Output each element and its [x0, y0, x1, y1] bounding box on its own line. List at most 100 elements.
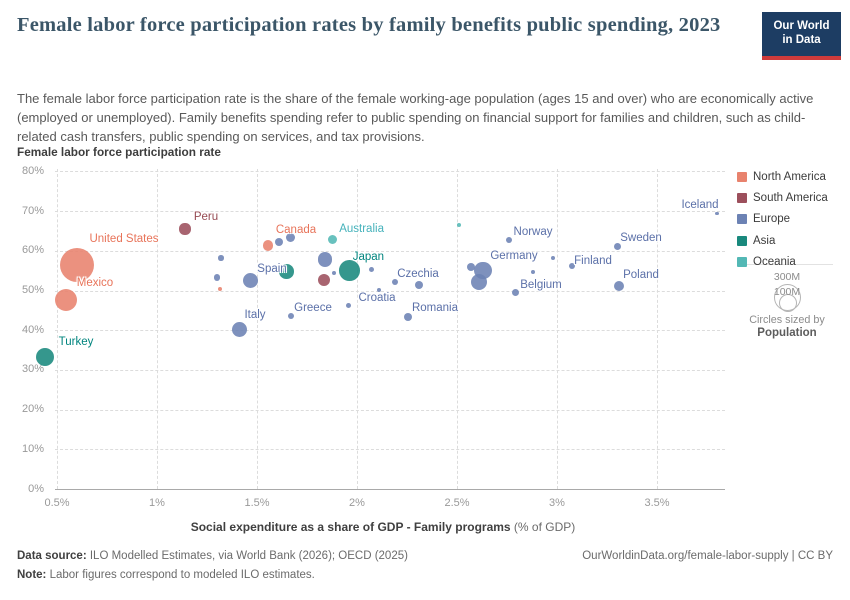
x-tick-label: 1.5% — [244, 497, 270, 509]
data-point-united-states[interactable] — [60, 247, 94, 282]
x-tick-label: 3.5% — [644, 497, 670, 509]
gridline-x — [357, 169, 358, 489]
owid-link[interactable]: OurWorldinData.org/female-labor-supply |… — [582, 550, 833, 562]
gridline-y — [55, 211, 725, 213]
data-point-unlabeled[interactable] — [213, 274, 221, 282]
x-tick-label: 2.5% — [444, 497, 470, 509]
y-tick-label: 20% — [21, 403, 44, 416]
legend-item-asia[interactable]: Asia — [737, 230, 828, 251]
legend-swatch — [737, 171, 747, 182]
gridline-y — [55, 250, 725, 252]
data-point-unlabeled[interactable] — [317, 251, 333, 267]
page-title: Female labor force participation rates b… — [17, 14, 721, 36]
country-label-belgium[interactable]: Belgium — [520, 278, 562, 291]
gridline-y — [55, 330, 725, 332]
y-tick-label: 60% — [21, 244, 44, 257]
country-label-australia[interactable]: Australia — [339, 222, 384, 235]
size-legend-caption: Circles sized by — [749, 314, 825, 326]
country-label-croatia[interactable]: Croatia — [358, 291, 396, 304]
data-point-unlabeled[interactable] — [275, 237, 283, 246]
x-axis-line — [55, 489, 725, 490]
data-point-unlabeled[interactable] — [317, 274, 331, 287]
legend-item-north-america[interactable]: North America — [737, 166, 828, 187]
y-tick-label: 10% — [21, 442, 44, 455]
x-tick-label: 0.5% — [44, 497, 70, 509]
data-point-romania[interactable] — [403, 312, 413, 322]
data-point-spain[interactable] — [242, 273, 258, 289]
country-label-sweden[interactable]: Sweden — [620, 232, 662, 245]
country-label-czechia[interactable]: Czechia — [397, 267, 439, 280]
data-point-turkey[interactable] — [36, 348, 54, 367]
y-tick-label: 50% — [21, 284, 44, 296]
legend-item-oceania[interactable]: Oceania — [737, 252, 828, 273]
gridline-y — [55, 449, 725, 451]
legend-swatch — [737, 235, 747, 246]
data-point-peru[interactable] — [179, 223, 191, 235]
size-legend-caption-bold: Population — [757, 327, 817, 339]
data-point-unlabeled[interactable] — [368, 267, 374, 273]
footer: Data source: ILO Modelled Estimates, via… — [17, 550, 833, 581]
data-point-czechia[interactable] — [414, 280, 424, 290]
country-label-mexico[interactable]: Mexico — [76, 276, 114, 289]
data-point-unlabeled[interactable] — [285, 233, 295, 243]
data-point-unlabeled[interactable] — [471, 274, 487, 291]
data-point-unlabeled[interactable] — [531, 270, 535, 275]
data-point-unlabeled[interactable] — [456, 222, 462, 228]
size-legend-300m-label: 300M — [773, 271, 801, 283]
note-text: Labor figures correspond to modeled ILO … — [46, 569, 315, 581]
country-label-canada[interactable]: Canada — [275, 224, 317, 237]
chart-subtitle: The female labor force participation rat… — [17, 91, 814, 144]
x-axis-title-unit: (% of GDP) — [510, 520, 576, 534]
data-point-iceland[interactable] — [715, 211, 719, 216]
data-point-unlabeled[interactable] — [377, 287, 381, 292]
legend-item-label: Europe — [753, 213, 791, 226]
y-tick-label: 30% — [21, 363, 44, 376]
gridline-x — [57, 169, 58, 489]
country-label-peru[interactable]: Peru — [193, 210, 219, 223]
data-point-unlabeled[interactable] — [279, 264, 294, 279]
country-label-greece[interactable]: Greece — [294, 302, 332, 315]
legend-divider — [737, 264, 833, 265]
owid-logo[interactable]: Our World in Data — [762, 12, 841, 60]
gridline-x — [257, 169, 258, 489]
y-axis-title: Female labor force participation rate — [17, 145, 221, 159]
legend-item-label: South America — [753, 192, 828, 205]
data-point-croatia[interactable] — [345, 303, 351, 309]
legend-item-europe[interactable]: Europe — [737, 209, 828, 230]
data-point-finland[interactable] — [569, 262, 575, 269]
country-label-germany[interactable]: Germany — [490, 250, 538, 263]
data-point-unlabeled[interactable] — [217, 287, 223, 292]
data-point-japan[interactable] — [339, 260, 360, 281]
data-point-unlabeled[interactable] — [391, 278, 399, 286]
y-tick-label: 0% — [28, 482, 44, 495]
data-point-poland[interactable] — [614, 280, 624, 291]
country-label-romania[interactable]: Romania — [411, 302, 459, 315]
data-point-mexico[interactable] — [55, 288, 77, 311]
x-axis-title: Social expenditure as a share of GDP - F… — [191, 520, 576, 534]
size-legend-small-circle — [778, 293, 797, 312]
country-label-italy[interactable]: Italy — [244, 308, 266, 321]
country-label-spain[interactable]: Spain — [257, 262, 287, 275]
country-label-norway[interactable]: Norway — [513, 226, 553, 239]
owid-logo-line1: Our World — [773, 20, 830, 32]
country-label-united-states[interactable]: United States — [89, 232, 159, 245]
country-label-poland[interactable]: Poland — [623, 268, 659, 281]
country-label-iceland[interactable]: Iceland — [681, 199, 719, 212]
data-point-italy[interactable] — [231, 322, 247, 338]
data-point-norway[interactable] — [506, 237, 512, 244]
country-label-japan[interactable]: Japan — [352, 250, 385, 263]
data-point-sweden[interactable] — [613, 242, 621, 250]
x-axis-title-main: Social expenditure as a share of GDP - F… — [190, 520, 511, 534]
data-point-canada[interactable] — [262, 239, 274, 251]
data-point-unlabeled[interactable] — [551, 255, 555, 260]
data-point-greece[interactable] — [288, 313, 294, 320]
country-label-turkey[interactable]: Turkey — [58, 336, 94, 349]
data-point-unlabeled[interactable] — [218, 255, 224, 261]
data-point-australia[interactable] — [327, 234, 338, 245]
legend-item-south-america[interactable]: South America — [737, 187, 828, 208]
data-point-unlabeled[interactable] — [466, 262, 476, 272]
data-point-belgium[interactable] — [511, 289, 519, 297]
data-point-unlabeled[interactable] — [332, 271, 336, 276]
country-label-finland[interactable]: Finland — [574, 254, 612, 267]
x-tick-label: 3% — [549, 497, 565, 509]
